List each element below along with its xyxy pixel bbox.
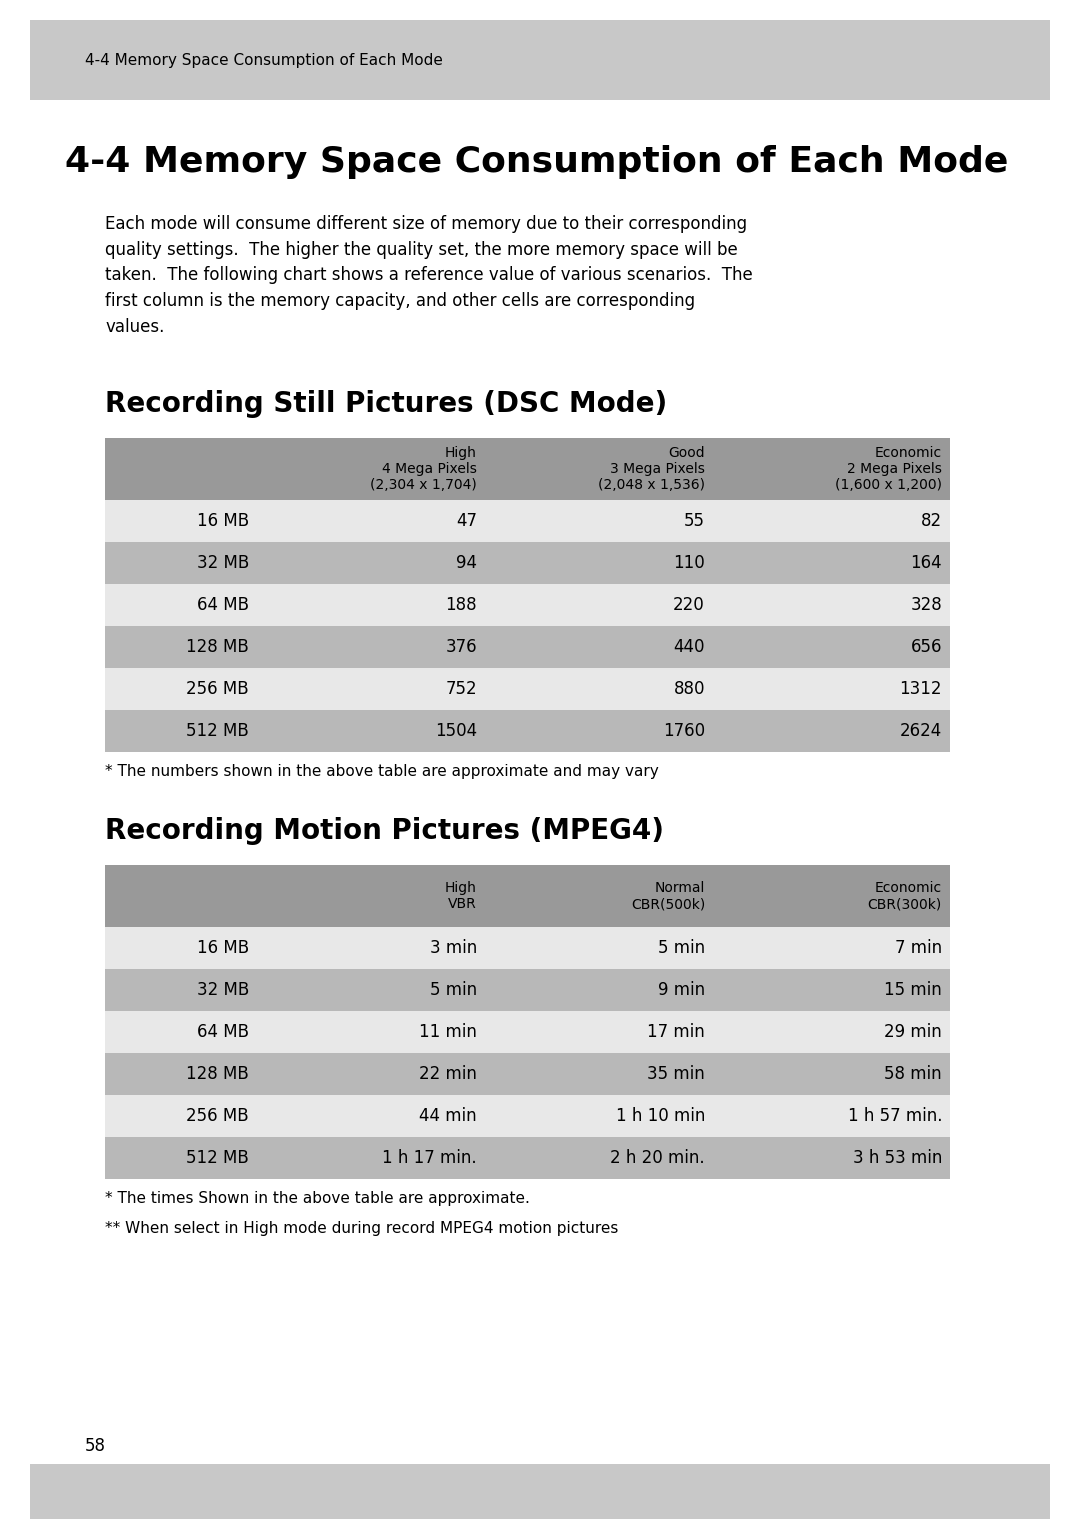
Text: 32 MB: 32 MB: [197, 982, 249, 998]
Text: 2 h 20 min.: 2 h 20 min.: [610, 1148, 705, 1167]
Text: 7 min: 7 min: [895, 939, 942, 957]
Text: 32 MB: 32 MB: [197, 553, 249, 572]
Text: 16 MB: 16 MB: [197, 512, 249, 531]
Text: 44 min: 44 min: [419, 1107, 477, 1125]
Text: 58 min: 58 min: [885, 1066, 942, 1083]
Bar: [105, 1011, 950, 1053]
Bar: [105, 1053, 950, 1095]
Bar: [105, 584, 950, 625]
Text: 752: 752: [445, 680, 477, 699]
Text: High
VBR: High VBR: [445, 881, 477, 911]
Text: Normal
CBR(500k): Normal CBR(500k): [631, 881, 705, 911]
Text: 64 MB: 64 MB: [197, 1023, 249, 1041]
Bar: [105, 927, 950, 969]
Text: Recording Motion Pictures (MPEG4): Recording Motion Pictures (MPEG4): [105, 816, 664, 846]
Text: High
4 Mega Pixels
(2,304 x 1,704): High 4 Mega Pixels (2,304 x 1,704): [370, 446, 477, 492]
Bar: [105, 1138, 950, 1179]
Text: * The numbers shown in the above table are approximate and may vary: * The numbers shown in the above table a…: [105, 764, 659, 778]
Text: 1 h 10 min: 1 h 10 min: [616, 1107, 705, 1125]
Text: Good
3 Mega Pixels
(2,048 x 1,536): Good 3 Mega Pixels (2,048 x 1,536): [598, 446, 705, 492]
Text: 512 MB: 512 MB: [186, 722, 249, 740]
Text: Economic
CBR(300k): Economic CBR(300k): [867, 881, 942, 911]
Bar: [105, 865, 950, 927]
Text: 3 min: 3 min: [430, 939, 477, 957]
Text: 328: 328: [910, 596, 942, 615]
Text: 512 MB: 512 MB: [186, 1148, 249, 1167]
Text: 256 MB: 256 MB: [187, 680, 249, 699]
Text: 188: 188: [445, 596, 477, 615]
Text: 5 min: 5 min: [430, 982, 477, 998]
Bar: [105, 969, 950, 1011]
Text: 440: 440: [674, 638, 705, 656]
Text: Economic
2 Mega Pixels
(1,600 x 1,200): Economic 2 Mega Pixels (1,600 x 1,200): [835, 446, 942, 492]
Text: 1504: 1504: [435, 722, 477, 740]
Text: 1 h 57 min.: 1 h 57 min.: [848, 1107, 942, 1125]
Bar: [105, 541, 950, 584]
Text: 3 h 53 min: 3 h 53 min: [852, 1148, 942, 1167]
Text: 1312: 1312: [900, 680, 942, 699]
Bar: [105, 437, 950, 500]
Text: 110: 110: [673, 553, 705, 572]
Text: Recording Still Pictures (DSC Mode): Recording Still Pictures (DSC Mode): [105, 390, 667, 417]
Bar: [105, 500, 950, 541]
Text: 35 min: 35 min: [647, 1066, 705, 1083]
Text: 256 MB: 256 MB: [187, 1107, 249, 1125]
Text: 29 min: 29 min: [885, 1023, 942, 1041]
Text: 16 MB: 16 MB: [197, 939, 249, 957]
Text: 128 MB: 128 MB: [186, 1066, 249, 1083]
Text: 22 min: 22 min: [419, 1066, 477, 1083]
Text: ** When select in High mode during record MPEG4 motion pictures: ** When select in High mode during recor…: [105, 1222, 619, 1235]
Text: * The times Shown in the above table are approximate.: * The times Shown in the above table are…: [105, 1191, 530, 1206]
Text: 47: 47: [456, 512, 477, 531]
Text: 1760: 1760: [663, 722, 705, 740]
Bar: [105, 668, 950, 709]
Bar: [30, 20, 1050, 99]
Text: 17 min: 17 min: [647, 1023, 705, 1041]
Text: Each mode will consume different size of memory due to their corresponding
quali: Each mode will consume different size of…: [105, 216, 753, 336]
Text: 15 min: 15 min: [885, 982, 942, 998]
Text: 82: 82: [921, 512, 942, 531]
Text: 1 h 17 min.: 1 h 17 min.: [382, 1148, 477, 1167]
Bar: [105, 709, 950, 752]
Text: 55: 55: [684, 512, 705, 531]
Text: 220: 220: [673, 596, 705, 615]
Text: 64 MB: 64 MB: [197, 596, 249, 615]
Bar: [30, 1463, 1050, 1518]
Text: 94: 94: [456, 553, 477, 572]
Text: 4-4 Memory Space Consumption of Each Mode: 4-4 Memory Space Consumption of Each Mod…: [65, 145, 1009, 179]
Text: 376: 376: [445, 638, 477, 656]
Text: 4-4 Memory Space Consumption of Each Mode: 4-4 Memory Space Consumption of Each Mod…: [85, 52, 443, 67]
Text: 9 min: 9 min: [658, 982, 705, 998]
Bar: [105, 625, 950, 668]
Text: 58: 58: [85, 1437, 106, 1456]
Bar: [105, 1095, 950, 1138]
Text: 656: 656: [910, 638, 942, 656]
Text: 164: 164: [910, 553, 942, 572]
Text: 5 min: 5 min: [658, 939, 705, 957]
Text: 128 MB: 128 MB: [186, 638, 249, 656]
Text: 880: 880: [674, 680, 705, 699]
Text: 2624: 2624: [900, 722, 942, 740]
Text: 11 min: 11 min: [419, 1023, 477, 1041]
